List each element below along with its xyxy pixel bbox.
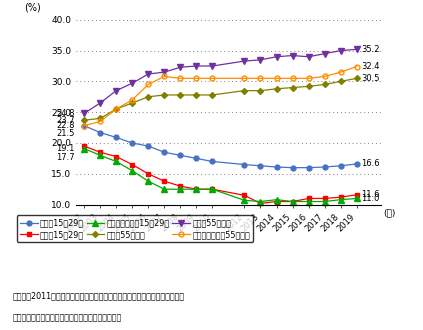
Text: 23.7: 23.7 [56, 116, 74, 125]
Text: 19.1: 19.1 [56, 144, 74, 153]
Text: 30.5: 30.5 [362, 74, 380, 83]
Text: 24.8: 24.8 [56, 109, 74, 118]
Text: （注）　2011年は、東日本大震災の影響により全国集計結果が存在しない。: （注） 2011年は、東日本大震災の影響により全国集計結果が存在しない。 [13, 292, 185, 301]
Text: 16.6: 16.6 [362, 159, 380, 168]
Text: (年): (年) [384, 208, 396, 217]
Text: 21.5: 21.5 [56, 129, 74, 138]
Text: 22.8: 22.8 [56, 121, 74, 130]
Text: 32.4: 32.4 [362, 62, 380, 71]
Text: 17.7: 17.7 [56, 153, 74, 162]
Text: (%): (%) [25, 2, 41, 13]
Legend: 全産業15～29歳, 建設業15～29歳, 運輸業、郵便業15～29歳, 全産業55歳以上, 建設業55歳以上, 運輸業、郵便業55歳以上: 全産業15～29歳, 建設業15～29歳, 運輸業、郵便業15～29歳, 全産業… [17, 215, 253, 242]
Text: 35.2: 35.2 [362, 45, 380, 54]
Text: 11.0: 11.0 [362, 194, 380, 203]
Text: 資料）　総務省「労働力調査」より国土交通省作成: 資料） 総務省「労働力調査」より国土交通省作成 [13, 313, 122, 322]
Text: 11.6: 11.6 [362, 190, 380, 199]
